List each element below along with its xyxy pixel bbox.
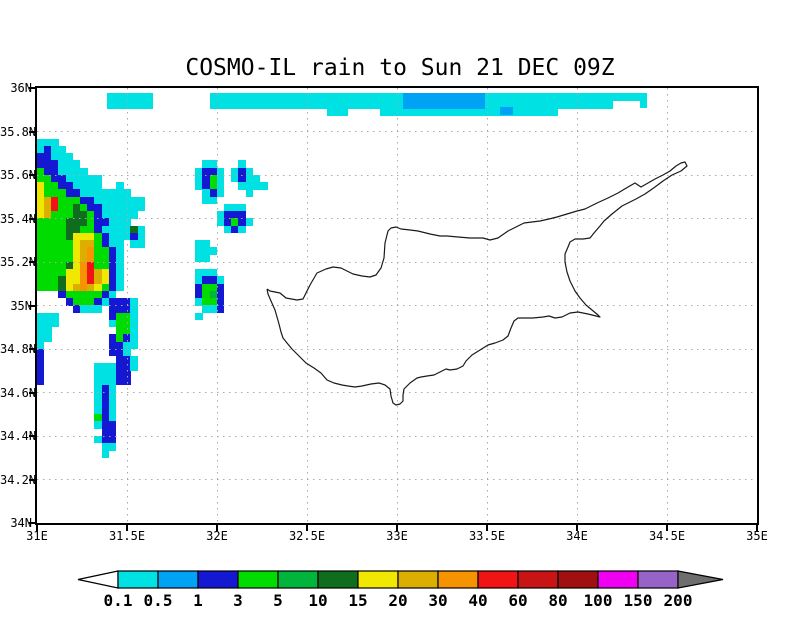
colorbar-segment bbox=[317, 570, 359, 589]
colorbar-segment bbox=[637, 570, 679, 589]
colorbar-value-label: 5 bbox=[273, 591, 283, 610]
lon-label: 34.5E bbox=[648, 529, 686, 543]
lat-label: 34.4N bbox=[0, 429, 37, 443]
colorbar-value-label: 0.5 bbox=[143, 591, 173, 610]
colorbar-segment bbox=[357, 570, 399, 589]
lon-label: 33E bbox=[386, 529, 408, 543]
lat-label: 35N bbox=[10, 298, 32, 313]
colorbar-value-label: 10 bbox=[308, 591, 328, 610]
lat-label: 35.6N bbox=[0, 168, 37, 182]
colorbar-value-label: 20 bbox=[388, 591, 408, 610]
colorbar-value-label: 3 bbox=[233, 591, 243, 610]
lat-label: 35.4N bbox=[0, 211, 37, 226]
colorbar-value-label: 15 bbox=[348, 591, 368, 610]
colorbar-segment bbox=[117, 570, 159, 589]
colorbar-segment bbox=[437, 570, 479, 589]
colorbar-segment bbox=[157, 570, 199, 589]
colorbar-value-label: 0.1 bbox=[103, 591, 133, 610]
lon-label: 32E bbox=[206, 529, 228, 543]
colorbar-value-label: 30 bbox=[428, 591, 448, 610]
colorbar-value-label: 80 bbox=[548, 591, 568, 610]
colorbar-value-label: 150 bbox=[623, 591, 653, 610]
colorbar-value-label: 1 bbox=[193, 591, 203, 610]
lat-label: 34.8N bbox=[0, 342, 37, 356]
plot-title: COSMO-IL rain to Sun 21 DEC 09Z bbox=[185, 55, 615, 81]
lat-label: 34.2N bbox=[0, 472, 37, 487]
lat-label: 35.8N bbox=[0, 124, 37, 139]
lon-label: 33.5E bbox=[468, 529, 506, 543]
colorbar-value-label: 200 bbox=[663, 591, 693, 610]
lon-label: 35E bbox=[746, 529, 768, 543]
lon-label: 31.5E bbox=[108, 529, 146, 543]
colorbar-segment bbox=[197, 570, 239, 589]
map-plot-area bbox=[37, 88, 757, 523]
colorbar-segment bbox=[397, 570, 439, 589]
lat-label: 34.6N bbox=[0, 385, 37, 400]
colorbar-right-arrow bbox=[677, 570, 724, 589]
lon-label: 32.5E bbox=[288, 529, 326, 543]
colorbar-left-arrow bbox=[77, 570, 119, 589]
lat-label: 34N bbox=[10, 516, 32, 530]
colorbar-segment bbox=[237, 570, 279, 589]
colorbar-segment bbox=[517, 570, 559, 589]
colorbar-value-label: 100 bbox=[583, 591, 613, 610]
colorbar-segment bbox=[477, 570, 519, 589]
lat-label: 36N bbox=[10, 81, 32, 95]
lon-label: 31E bbox=[26, 529, 48, 543]
lon-label: 34E bbox=[566, 529, 588, 543]
colorbar-value-label: 40 bbox=[468, 591, 488, 610]
colorbar-segment bbox=[277, 570, 319, 589]
colorbar-value-label: 60 bbox=[508, 591, 528, 610]
colorbar-segment bbox=[557, 570, 599, 589]
lat-label: 35.2N bbox=[0, 255, 37, 269]
colorbar-segment bbox=[597, 570, 639, 589]
